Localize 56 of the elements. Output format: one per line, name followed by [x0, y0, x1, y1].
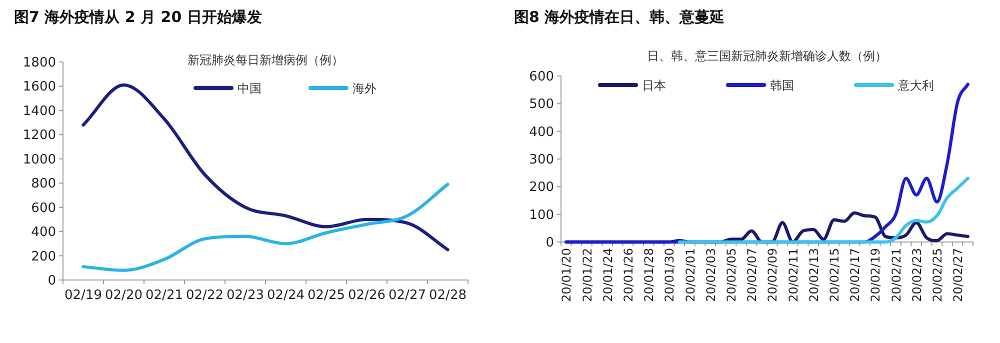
- legend-label: 日本: [642, 78, 666, 92]
- y-tick-label: 0: [48, 274, 56, 288]
- x-tick-label: 20/02/05: [724, 248, 738, 302]
- x-tick-label: 02/19: [64, 288, 102, 303]
- y-tick-label: 200: [529, 180, 554, 196]
- x-tick-label: 20/01/20: [560, 248, 574, 302]
- y-tick-label: 100: [529, 208, 554, 223]
- x-tick-label: 02/23: [226, 288, 264, 303]
- y-tick-label: 1400: [22, 104, 56, 119]
- x-tick-label: 20/02/07: [745, 248, 760, 302]
- y-tick-label: 800: [31, 176, 56, 192]
- x-tick-label: 20/02/27: [951, 248, 966, 302]
- x-tick-label: 20/02/13: [806, 248, 821, 302]
- y-tick-label: 600: [529, 70, 554, 84]
- x-tick-label: 20/02/17: [848, 248, 862, 302]
- x-tick-label: 20/02/09: [766, 248, 780, 302]
- x-tick-label: 02/21: [146, 288, 183, 303]
- x-tick-label: 20/02/15: [827, 248, 842, 302]
- x-tick-label: 20/01/28: [642, 248, 656, 302]
- legend-label: 中国: [238, 82, 262, 96]
- x-tick-label: 20/01/30: [662, 248, 677, 302]
- y-tick-label: 1200: [22, 128, 56, 144]
- chart-title: 图8 海外疫情在日、韩、意蔓延: [514, 8, 725, 26]
- x-tick-label: 20/02/23: [910, 248, 924, 302]
- y-tick-label: 1600: [22, 80, 56, 95]
- y-tick-label: 0: [546, 236, 554, 250]
- y-tick-label: 1800: [22, 56, 56, 70]
- x-tick-label: 20/02/25: [930, 248, 944, 302]
- y-tick-label: 500: [529, 97, 554, 112]
- x-tick-label: 02/27: [388, 288, 426, 303]
- x-tick-label: 20/02/21: [889, 248, 904, 302]
- x-tick-label: 20/02/19: [868, 248, 883, 302]
- y-tick-label: 600: [31, 200, 56, 216]
- x-tick-label: 02/22: [186, 288, 224, 303]
- y-tick-label: 200: [31, 249, 56, 264]
- chart-title: 图7 海外疫情从 2 月 20 日开始爆发: [14, 8, 262, 26]
- chart-subtitle: 新冠肺炎每日新增病例（例）: [188, 53, 344, 67]
- x-tick-label: 20/02/03: [704, 248, 718, 302]
- x-tick-label: 02/24: [267, 288, 304, 303]
- x-tick-label: 20/01/22: [580, 248, 594, 302]
- y-tick-label: 400: [529, 124, 554, 140]
- chart-subtitle: 日、韩、意三国新冠肺炎新增确诊人数（例）: [647, 49, 887, 63]
- x-tick-label: 20/01/24: [600, 248, 615, 302]
- x-tick-label: 02/25: [308, 288, 345, 303]
- x-tick-label: 20/02/11: [786, 248, 800, 302]
- legend-label: 韩国: [770, 78, 794, 92]
- y-tick-label: 400: [31, 225, 56, 240]
- y-tick-label: 300: [529, 152, 554, 168]
- legend-label: 意大利: [897, 78, 934, 92]
- x-tick-label: 20/02/01: [683, 248, 698, 302]
- x-tick-label: 02/28: [429, 288, 466, 303]
- legend-label: 海外: [352, 82, 376, 96]
- x-tick-label: 20/01/26: [621, 248, 636, 302]
- x-tick-label: 02/26: [348, 288, 386, 303]
- x-tick-label: 02/20: [105, 288, 142, 303]
- y-tick-label: 1000: [22, 152, 56, 168]
